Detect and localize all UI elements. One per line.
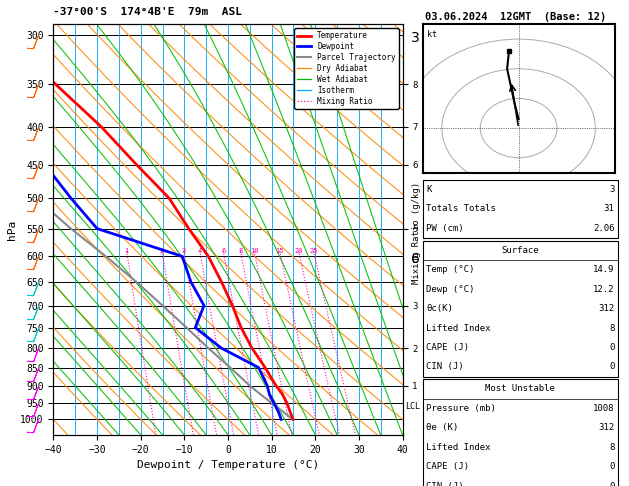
Text: 4: 4	[198, 248, 202, 254]
Text: PW (cm): PW (cm)	[426, 224, 464, 233]
Text: Lifted Index: Lifted Index	[426, 443, 491, 451]
Text: θe (K): θe (K)	[426, 423, 459, 432]
Text: 03.06.2024  12GMT  (Base: 12): 03.06.2024 12GMT (Base: 12)	[425, 12, 606, 22]
Text: 3: 3	[609, 185, 615, 194]
Text: Totals Totals: Totals Totals	[426, 205, 496, 213]
Text: 1: 1	[125, 248, 129, 254]
Text: 31: 31	[604, 205, 615, 213]
Text: Dewp (°C): Dewp (°C)	[426, 285, 475, 294]
Text: 0: 0	[609, 343, 615, 352]
Text: θc(K): θc(K)	[426, 304, 454, 313]
Text: 1008: 1008	[593, 404, 615, 413]
Text: 25: 25	[309, 248, 318, 254]
Text: Mixing Ratio (g/kg): Mixing Ratio (g/kg)	[412, 182, 421, 284]
Text: 2.06: 2.06	[593, 224, 615, 233]
Text: Lifted Index: Lifted Index	[426, 324, 491, 332]
X-axis label: Dewpoint / Temperature (°C): Dewpoint / Temperature (°C)	[137, 460, 319, 470]
Text: LCL: LCL	[404, 402, 420, 411]
Text: CIN (J): CIN (J)	[426, 482, 464, 486]
Text: CAPE (J): CAPE (J)	[426, 462, 469, 471]
Y-axis label: hPa: hPa	[8, 220, 18, 240]
Legend: Temperature, Dewpoint, Parcel Trajectory, Dry Adiabat, Wet Adiabat, Isotherm, Mi: Temperature, Dewpoint, Parcel Trajectory…	[294, 28, 399, 109]
Text: 8: 8	[238, 248, 243, 254]
Text: © weatheronline.co.uk: © weatheronline.co.uk	[468, 471, 572, 480]
Y-axis label: km
ASL: km ASL	[480, 219, 498, 241]
Text: Temp (°C): Temp (°C)	[426, 265, 475, 274]
Text: Surface: Surface	[501, 246, 539, 255]
Text: 20: 20	[294, 248, 303, 254]
Text: 2: 2	[160, 248, 164, 254]
Text: 8: 8	[609, 443, 615, 451]
Text: 0: 0	[609, 363, 615, 371]
Text: 0: 0	[609, 462, 615, 471]
Text: 10: 10	[250, 248, 259, 254]
Text: 6: 6	[221, 248, 225, 254]
Text: Pressure (mb): Pressure (mb)	[426, 404, 496, 413]
Text: CAPE (J): CAPE (J)	[426, 343, 469, 352]
Text: 12.2: 12.2	[593, 285, 615, 294]
Text: kt: kt	[426, 30, 437, 39]
Text: 312: 312	[598, 304, 615, 313]
Text: -37°00'S  174°4B'E  79m  ASL: -37°00'S 174°4B'E 79m ASL	[53, 7, 242, 17]
Text: 15: 15	[276, 248, 284, 254]
Text: Most Unstable: Most Unstable	[485, 384, 555, 393]
Text: 0: 0	[609, 482, 615, 486]
Text: 3: 3	[182, 248, 186, 254]
Text: 312: 312	[598, 423, 615, 432]
Text: 8: 8	[609, 324, 615, 332]
Text: 14.9: 14.9	[593, 265, 615, 274]
Text: CIN (J): CIN (J)	[426, 363, 464, 371]
Text: K: K	[426, 185, 432, 194]
